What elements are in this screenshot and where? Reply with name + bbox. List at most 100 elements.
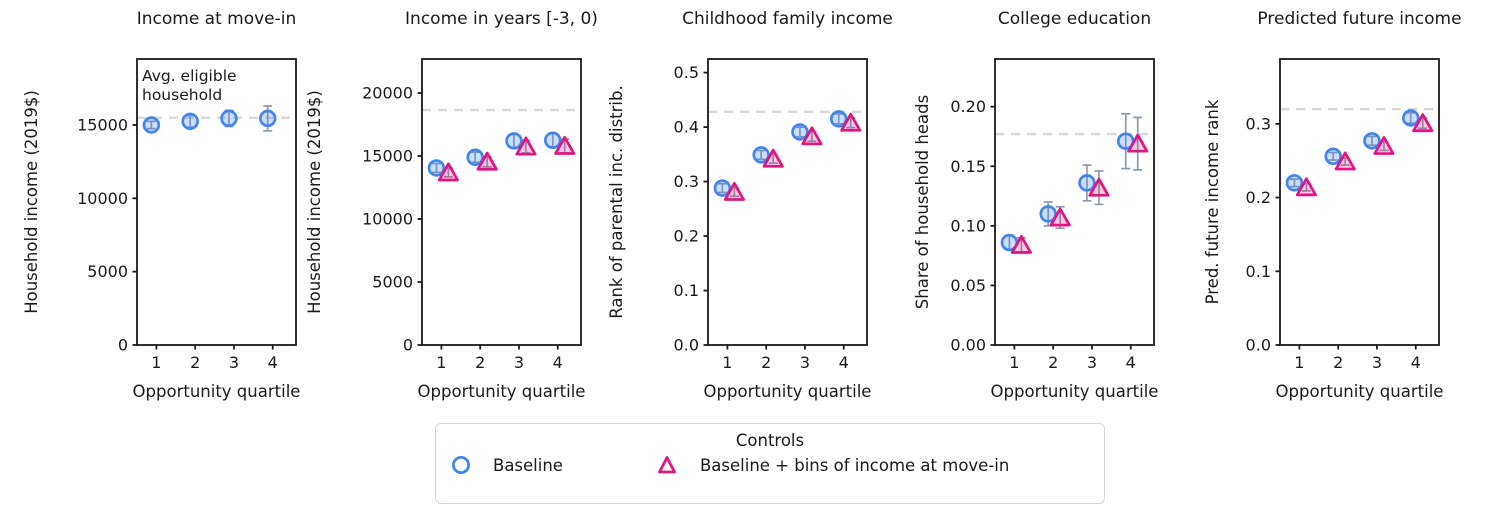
y-tick-label: 0.2 [1246,188,1271,207]
bins-data-point [515,136,537,156]
y-tick-label: 20000 [362,84,413,103]
panel-5: Predicted future income 0.0 0.1 0.2 0.3 1 2 3 4 O… [1203,9,1462,401]
error-bar [1328,151,1338,161]
y-tick-label: 0.4 [674,118,699,137]
x-tick-label: 1 [722,353,732,372]
y-axis-label: Rank of parental inc. distrib. [607,85,626,318]
baseline-data-point [1039,205,1057,223]
error-bar [1367,135,1377,147]
y-tick-label: 0.1 [674,281,699,300]
bins-data-point [554,135,576,155]
x-tick-label: 1 [436,353,446,372]
error-bar [795,126,805,138]
baseline-data-point [829,110,848,128]
error-bar [146,120,156,130]
panel-4: College education 0.00 0.05 0.10 0.15 0.20 1 2 3… [913,9,1158,401]
x-tick-label: 2 [1048,353,1058,372]
bins-data-point [1127,133,1149,153]
y-axis-label: Share of household heads [913,95,932,309]
error-bar [834,113,844,125]
error-bar [1121,112,1131,170]
baseline-data-point [181,112,199,131]
plot-area-border [136,58,297,346]
baseline-data-point [1363,132,1381,150]
legend-item-baseline-bins: Baseline + bins of income at move-in [655,454,1009,476]
panel-3: Childhood family income 0.0 0.1 0.2 0.3 0.4 0.… [607,9,893,401]
x-tick-label: 3 [229,353,239,372]
y-tick-label: 0.20 [950,97,986,116]
baseline-data-point [1401,109,1420,127]
baseline-circle-marker-icon [452,456,470,474]
baseline-data-point [1078,174,1096,192]
x-tick-label: 1 [1294,353,1304,372]
bins-data-point [1412,113,1434,133]
x-tick-label: 1 [1009,353,1019,372]
x-tick-label: 2 [1333,353,1343,372]
legend-row: Baseline Baseline + bins of income at mo… [436,454,1104,476]
baseline-data-point [505,132,523,150]
error-bar [431,162,441,174]
panel-title: College education [998,9,1151,29]
legend-item-label: Baseline [493,455,563,475]
legend: Controls Baseline Baseline + bins of inc… [435,423,1105,504]
bins-data-point [1295,177,1317,197]
legend-item-baseline: Baseline [450,454,563,476]
bins-data-point [762,148,784,168]
y-tick-label: 15000 [362,147,413,166]
x-tick-label: 4 [1126,353,1136,372]
y-tick-label: 0.5 [674,63,699,82]
y-tick-label: 0 [118,336,128,355]
y-tick-label: 0.05 [950,276,986,295]
panel-2: Income in years [-3, 0) 0 5000 10000 15000 20… [305,9,598,401]
error-bar [1406,111,1416,124]
y-axis-label: Pred. future income rank [1203,99,1222,304]
y-tick-label: 0.3 [674,172,699,191]
y-tick-label: 0.0 [1246,336,1271,355]
panel-title: Income in years [-3, 0) [405,9,598,29]
baseline-data-point [427,159,446,177]
baseline-data-point [543,131,562,150]
error-bar [1082,164,1092,202]
error-bar [1133,116,1143,171]
bins-data-point [723,181,745,201]
x-tick-label: 4 [1411,353,1421,372]
bins-data-point [1373,136,1395,155]
error-bar [756,149,766,161]
baseline-data-point [791,123,809,141]
y-tick-label: 0 [403,336,413,355]
x-tick-label: 3 [1372,353,1382,372]
x-axis-label: Opportunity quartile [704,382,872,401]
y-tick-label: 10000 [77,189,128,208]
y-tick-label: 0.10 [950,216,986,235]
y-tick-label: 0.3 [1246,114,1271,133]
x-tick-label: 3 [514,353,524,372]
baseline-data-point [1324,147,1342,166]
panel-title: Childhood family income [682,9,893,29]
bins-triangle-marker-icon [658,456,676,474]
bins-data-point [437,162,459,182]
plot-area-border [1279,58,1440,346]
y-tick-label: 15000 [77,116,128,135]
error-bar [470,151,480,164]
panel-title: Predicted future income [1257,9,1461,29]
x-tick-label: 3 [800,353,810,372]
bins-data-point [1049,207,1071,227]
plot-area-border [707,58,868,346]
y-axis-label: Household income (2019$) [305,90,324,314]
bins-data-point [1088,177,1110,197]
x-tick-label: 2 [475,353,485,372]
bins-data-point [1010,234,1032,254]
baseline-data-point [1285,174,1304,192]
y-tick-label: 10000 [362,210,413,229]
x-tick-label: 4 [553,353,563,372]
y-tick-label: 5000 [87,262,128,281]
y-tick-label: 0.2 [674,227,699,246]
x-axis-label: Opportunity quartile [1276,382,1444,401]
x-tick-label: 2 [190,353,200,372]
y-tick-label: 0.1 [1246,262,1271,281]
x-axis-label: Opportunity quartile [133,382,301,401]
baseline-data-point [713,179,732,197]
